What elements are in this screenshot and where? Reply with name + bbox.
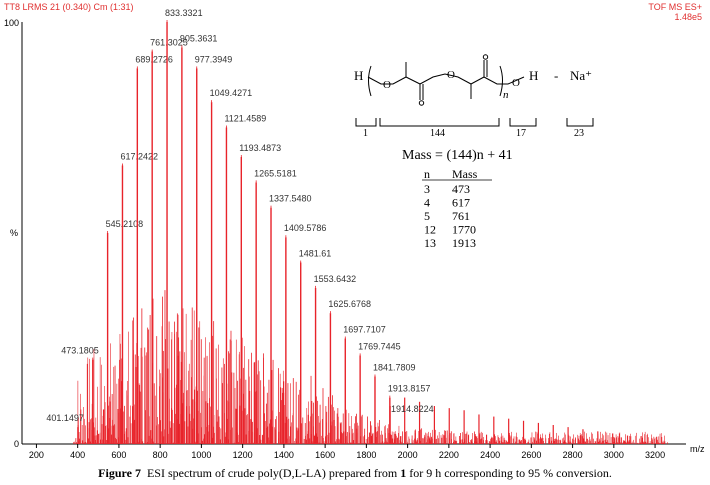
peak-label: 545.2108: [106, 219, 144, 229]
peak-label: 473.1805: [61, 346, 99, 356]
minor-peaks-group: [73, 290, 668, 444]
carbonyl-oxygen-1: [418, 100, 425, 106]
peak-label: 1121.4589: [224, 114, 266, 124]
peak-label: 1481.61: [299, 249, 332, 259]
x-tick-label: 3000: [604, 450, 624, 460]
bracket-label-144: 144: [430, 128, 445, 139]
formula-repeat-n: n: [503, 89, 509, 101]
labeled-peaks-group: 401.1497 473.1805 545.2108 617.2422 689.2726…: [46, 8, 434, 444]
x-tick-label: 3200: [645, 450, 665, 460]
peak-label: 977.3949: [195, 54, 233, 64]
peak-label: 1841.7809: [373, 362, 416, 372]
peak-label: 401.1497: [46, 413, 84, 423]
peak-label: 1914.8224: [391, 404, 434, 414]
mass-table: 3 473 4 617 5 761 12 1770 13 1913: [424, 182, 476, 250]
x-tick-label: 1200: [233, 450, 253, 460]
peak-label: 617.2422: [120, 151, 158, 161]
peak-label: 761.3025: [150, 38, 188, 48]
table-cell-mass: 473: [452, 182, 470, 196]
polymer-structure-inset: H O O O n H - Na⁺ 1 144 17 23 Mass = (14…: [354, 54, 594, 250]
spectrum-header-left: TT8 LRMS 21 (0.340) Cm (1:31): [4, 2, 134, 12]
x-tick-label: 200: [29, 450, 44, 460]
table-cell-mass: 761: [452, 209, 470, 223]
figure-label: Figure 7: [98, 466, 141, 480]
peak-label: 1193.4873: [239, 143, 281, 153]
peak-label: 1913.8157: [388, 384, 431, 394]
x-tick-label: 1400: [274, 450, 294, 460]
x-axis-label: m/z: [690, 444, 705, 454]
formula-sodium: Na⁺: [570, 68, 592, 83]
bracket-label-1: 1: [363, 128, 368, 139]
bracket-end-group: [355, 118, 377, 127]
header-intensity-scale: 1.48e5: [674, 12, 702, 22]
y-axis-label: %: [10, 228, 18, 238]
bracket-label-23: 23: [574, 128, 584, 139]
x-axis-ticks: 200 400 600 800 1000 1200 1400 1600 1800 2000 2200…: [29, 444, 665, 460]
x-tick-label: 2000: [398, 450, 418, 460]
formula-h-left: H: [354, 68, 363, 83]
x-tick-label: 1000: [191, 450, 211, 460]
x-tick-label: 2800: [563, 450, 583, 460]
x-tick-label: 1800: [356, 450, 376, 460]
peak-label: 689.2726: [135, 54, 173, 64]
peak-label: 1049.4271: [210, 88, 253, 98]
mass-formula: Mass = (144)n + 41: [402, 148, 513, 163]
table-cell-n: 12: [424, 223, 436, 237]
table-cell-n: 5: [424, 209, 430, 223]
table-cell-mass: 1913: [452, 236, 476, 250]
peak-label: 1769.7445: [358, 341, 401, 351]
caption-compound: 1: [400, 466, 407, 480]
peak-label: 905.3631: [180, 33, 218, 43]
bracket-label-17: 17: [516, 128, 526, 139]
x-tick-label: 600: [111, 450, 126, 460]
peak-label: 833.3321: [165, 8, 203, 18]
x-tick-label: 2200: [439, 450, 459, 460]
bracket-hydroxyl: [509, 118, 537, 127]
x-tick-label: 400: [70, 450, 85, 460]
table-header-mass: Mass: [452, 167, 478, 181]
repeat-bracket-left: [368, 65, 372, 97]
peak-label: 1553.6432: [314, 274, 357, 284]
repeat-bracket-right: [499, 65, 503, 97]
formula-o1: O: [383, 79, 391, 91]
peak-label: 1265.5181: [254, 168, 297, 178]
bracket-sodium: [566, 118, 594, 127]
carbonyl-oxygen-2: [482, 54, 489, 60]
y-tick-label-0: 0: [14, 439, 19, 449]
table-cell-n: 3: [424, 182, 430, 196]
peak-label: 1337.5480: [269, 194, 312, 204]
y-tick-label-100: 100: [4, 18, 19, 28]
chart-axes: 100 0% m/z: [4, 18, 705, 454]
header-instrument: TOF MS ES+: [648, 2, 702, 12]
x-tick-label: 800: [153, 450, 168, 460]
formula-o3: O: [512, 77, 520, 89]
figure-caption: Figure 7 ESI spectrum of crude poly(D,L-…: [0, 466, 710, 481]
x-tick-label: 1600: [315, 450, 335, 460]
formula-dash: -: [554, 68, 558, 83]
caption-text-end: for 9 h corresponding to 95 % conversion…: [406, 466, 612, 480]
x-tick-label: 2600: [521, 450, 541, 460]
polymer-backbone-bonds: [367, 73, 525, 85]
table-cell-mass: 1770: [452, 223, 476, 237]
table-cell-n: 13: [424, 236, 436, 250]
formula-h-right: H: [529, 68, 538, 83]
table-cell-n: 4: [424, 196, 430, 210]
bracket-repeat-unit: [379, 118, 500, 127]
x-tick-label: 2400: [480, 450, 500, 460]
spectrum-header-right: TOF MS ES+ 1.48e5: [648, 2, 702, 22]
peak-label: 1409.5786: [284, 223, 327, 233]
peak-label: 1625.6768: [328, 299, 371, 309]
table-cell-mass: 617: [452, 196, 470, 210]
caption-text: ESI spectrum of crude poly(D,L-LA) prepa…: [146, 466, 401, 480]
table-header-n: n: [424, 167, 430, 181]
peak-label: 1697.7107: [343, 325, 386, 335]
